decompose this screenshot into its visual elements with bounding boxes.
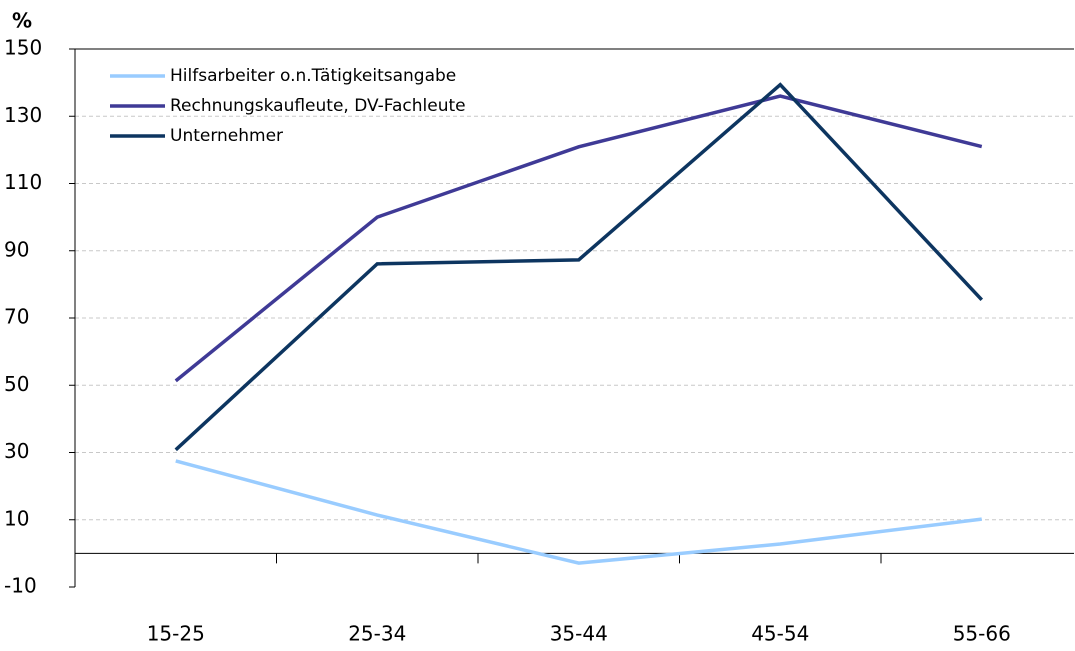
line-series [174,94,983,383]
legend-label: Hilfsarbeiter o.n.Tätigkeitsangabe [170,66,456,86]
line-series [174,82,984,452]
y-tick-label: 110 [4,170,42,194]
x-tick-label: 45-54 [751,622,809,646]
legend-label: Unternehmer [170,126,283,146]
y-axis-label: % [12,9,32,33]
line-series [175,459,982,565]
y-tick-label: 130 [4,103,42,127]
y-tick-label: 30 [4,439,29,463]
x-tick-label: 15-25 [147,622,205,646]
y-tick-label: 50 [4,372,29,396]
y-tick-label: 150 [4,36,42,60]
y-tick-label: 10 [4,506,29,530]
x-tick-label: 25-34 [348,622,406,646]
y-tick-label: 70 [4,305,29,329]
legend-label: Rechnungskaufleute, DV-Fachleute [170,96,466,116]
x-tick-label: 35-44 [550,622,608,646]
y-tick-label: 90 [4,237,29,261]
y-tick-label: -10 [4,574,37,598]
x-tick-label: 55-66 [953,622,1011,646]
